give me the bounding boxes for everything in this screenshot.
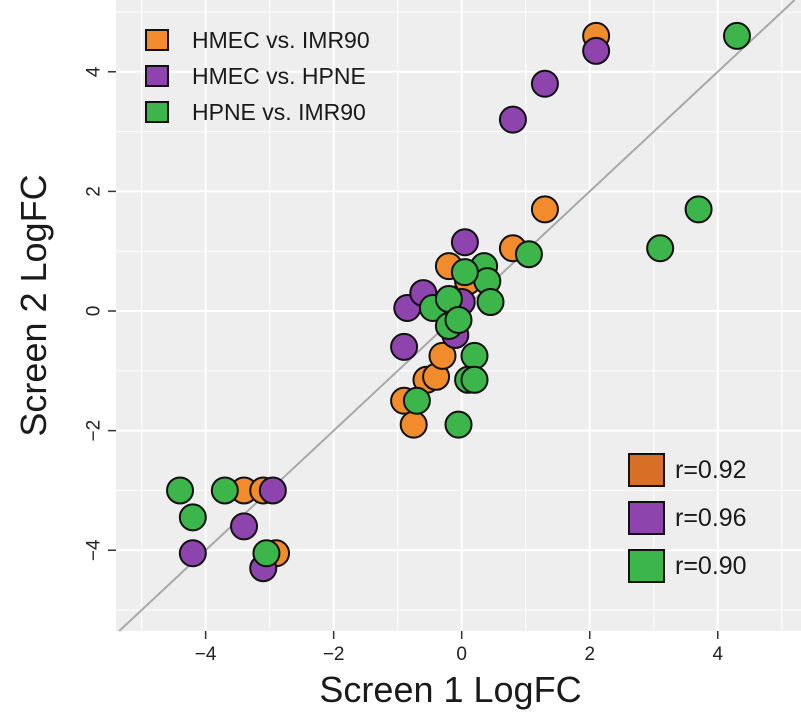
data-point [530, 69, 559, 98]
data-point [684, 195, 713, 224]
y-tick-label: 0 [84, 306, 105, 317]
y-tick-label: 4 [84, 66, 105, 77]
data-point [258, 476, 287, 505]
correlation-label: r=0.90 [675, 552, 747, 580]
legend-label: HMEC vs. IMR90 [192, 27, 370, 53]
x-tick-label: 2 [584, 644, 595, 665]
data-point [722, 21, 751, 50]
data-point [582, 36, 611, 65]
correlation-label: r=0.92 [675, 456, 747, 484]
legend-swatch [145, 101, 169, 123]
data-point [444, 410, 473, 439]
data-point [646, 234, 675, 263]
legend-label: HMEC vs. HPNE [192, 63, 366, 89]
data-point [460, 365, 489, 394]
axis-layer: −4 −2 0 2 4 −4 −2 0 2 4 [84, 66, 724, 665]
correlation-swatch [628, 549, 665, 583]
y-tick-label: −4 [84, 539, 105, 561]
data-point [450, 228, 479, 257]
data-point [402, 386, 431, 415]
y-axis-title: Screen 2 LogFC [13, 174, 54, 436]
correlation-label: r=0.96 [675, 504, 747, 532]
legend-label: HPNE vs. IMR90 [192, 99, 366, 125]
series-3 [166, 21, 751, 568]
correlation-swatch [628, 453, 665, 487]
legend-swatch [145, 29, 169, 51]
data-point [460, 341, 489, 370]
data-point [498, 105, 527, 134]
x-axis-title: Screen 1 LogFC [319, 669, 581, 710]
series-legend: HMEC vs. IMR90 HMEC vs. HPNE HPNE vs. IMR9… [145, 27, 370, 125]
correlation-swatch [628, 501, 665, 535]
x-tick-label: −2 [323, 644, 345, 665]
series-2 [178, 36, 611, 583]
data-point [428, 341, 457, 370]
y-tick-label: −2 [84, 420, 105, 442]
data-point [530, 195, 559, 224]
x-tick-label: 4 [712, 644, 723, 665]
points-layer [166, 21, 751, 583]
data-point [230, 512, 259, 541]
correlation-legend: r=0.92 r=0.96 r=0.90 [628, 453, 747, 583]
data-point [476, 288, 505, 317]
x-tick-label: −4 [195, 644, 217, 665]
x-tick-label: 0 [456, 644, 467, 665]
legend-swatch [145, 65, 169, 87]
y-tick-label: 2 [84, 186, 105, 197]
data-point [210, 476, 239, 505]
data-point [390, 332, 419, 361]
data-point [514, 240, 543, 269]
data-point [399, 410, 428, 439]
data-point [444, 305, 473, 334]
data-point [178, 539, 207, 568]
data-point [166, 476, 195, 505]
data-point [178, 503, 207, 532]
data-point [252, 539, 281, 568]
data-point [450, 258, 479, 287]
